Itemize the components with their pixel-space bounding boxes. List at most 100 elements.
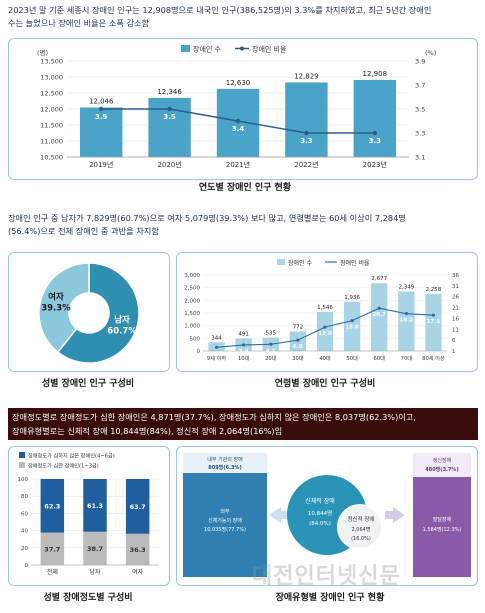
para2-line-1: 장애인 인구 중 남자가 7,829명(60.7%)으로 여자 5,079명(3…: [8, 213, 406, 223]
rate-value-label: 17.5: [427, 319, 441, 325]
rate-point: [404, 312, 408, 316]
severity-chart-svg: 장애정도가 심하지 않은 장애인(4~6급) 장애정도가 심한 장애인(1~3급)…: [18, 452, 159, 576]
bar-value-label: 2,677: [371, 276, 387, 282]
x-tick-label: 60대: [374, 354, 386, 362]
y2-tick-label: 3.1: [415, 154, 425, 162]
rate-point: [372, 130, 377, 136]
y-axis-unit: (명): [37, 48, 48, 57]
legend-severe-swatch: [19, 462, 25, 468]
x-tick-label: 40대: [319, 354, 331, 362]
mental-value: 2,064명: [352, 526, 371, 533]
mild-value-label: 62.3: [44, 502, 60, 510]
y-tick-label: 0: [25, 563, 29, 569]
y2-tick-label: 3.5: [415, 106, 425, 114]
yearly-chart-svg: 장애인 수 장애인 비율 (명) (%) 10,500 11,000 11,500 12,00…: [37, 45, 436, 170]
rate-point: [377, 306, 381, 310]
legend-severe-label: 장애정도가 심한 장애인(1~3급): [28, 462, 99, 470]
x-tick-label: 70대: [401, 354, 413, 362]
rate-point: [235, 118, 241, 124]
pie-value-label: 39.3%: [41, 303, 71, 313]
bar-value-label: 535: [266, 330, 277, 336]
bar: [371, 283, 388, 351]
age-chart-svg: 장애인 수 장애인 비율 0 500 1,000 1,500 2,000 2,500 3,000…: [184, 259, 459, 362]
y-tick-label: 11,000: [40, 138, 63, 146]
y-tick-label: 12,500: [40, 90, 63, 98]
pie-slice: [38, 262, 90, 354]
bar-value-label: 772: [293, 324, 304, 330]
legend-count-label: 장애인 수: [193, 45, 222, 54]
bar-value-label: 2,258: [426, 287, 442, 293]
bar: [148, 97, 191, 157]
rate-value-label: 3.3: [369, 137, 382, 145]
rate-point: [214, 345, 219, 349]
y-tick-label: 40: [21, 529, 28, 535]
pie-category-label: 여자: [48, 291, 64, 302]
psych-value: 480명(3.7%): [425, 466, 458, 473]
bar-value-label: 12,829: [294, 72, 319, 80]
bar-mild: [83, 479, 107, 532]
bar: [343, 301, 361, 351]
x-tick-label: 2023년: [363, 160, 387, 169]
y-tick-label: 80: [21, 494, 28, 500]
x-tick-label: 여자: [132, 568, 144, 576]
bar-mild: [40, 479, 65, 533]
physical-pct: (84.0%): [309, 521, 331, 527]
x-tick-label: 20대: [265, 354, 277, 362]
severity-type-text: 장애정도별로 장애정도가 심한 장애인은 4,871명(37.7%), 장애정도…: [8, 408, 478, 440]
legend-rate-label: 장애인 비율: [340, 259, 370, 267]
severe-value-label: 37.7: [44, 545, 60, 553]
gender-age-text: 장애인 인구 중 남자가 7,829명(60.7%)으로 여자 5,079명(3…: [8, 212, 478, 237]
legend-mild-label: 장애정도가 심하지 않은 장애인(4~6급): [28, 452, 115, 460]
bar-value-label: 344: [211, 335, 222, 341]
y-tick-label: 0: [197, 349, 201, 355]
bar-value-label: 491: [238, 332, 249, 338]
bar-value-label: 1,546: [317, 305, 333, 311]
bar: [353, 79, 397, 157]
yearly-chart-panel: 장애인 수 장애인 비율 (명) (%) 10,500 11,000 11,500 12,00…: [8, 38, 478, 180]
bar-value-label: 12,046: [89, 98, 114, 106]
intro-text: 2023년 말 기준 세종시 장애인 인구는 12,908명으로 내국인 인구(…: [8, 4, 478, 29]
y2-tick-label: 21: [452, 306, 459, 312]
type-diagram-svg: 내부 기관의 장애 809명(6.3%) 외부 신체기능의 장애 10,035명…: [183, 453, 471, 577]
y2-tick-label: 16: [452, 316, 459, 322]
x-tick-label: 50대: [346, 354, 358, 362]
rate-value-label: 3.5: [95, 113, 108, 121]
bar: [398, 291, 415, 351]
mental-circle: [337, 504, 383, 550]
y-tick-label: 2,500: [184, 286, 200, 292]
type-diagram-panel: 내부 기관의 장애 809명(6.3%) 외부 신체기능의 장애 10,035명…: [176, 446, 478, 586]
mental-pct: (16.0%): [351, 536, 371, 542]
para3-line-2: 장애유형별로는 신체적 장애 10,844명(84%), 정신적 장애 2,06…: [12, 426, 283, 436]
rate-value-label: 20.7: [372, 312, 386, 318]
gender-pie-panel: 남자 60.7% 여자 39.3%: [8, 252, 170, 372]
rate-value-label: 12.0: [318, 331, 332, 337]
y-tick-label: 2,000: [184, 298, 200, 304]
bar-value-label: 1,936: [344, 295, 360, 301]
physical-value: 10,844명: [308, 510, 332, 517]
y-tick-label: 60: [21, 511, 28, 517]
rate-value-label: 4.1: [266, 348, 276, 354]
para2-line-2: (56.4%)으로 전체 장애인 중 과반을 차지함: [8, 225, 159, 236]
rate-point: [167, 106, 172, 112]
rate-value-label: 2.7: [212, 351, 222, 357]
y-tick-label: 13,000: [40, 74, 63, 82]
severity-chart-panel: 장애정도가 심하지 않은 장애인(4~6급) 장애정도가 심한 장애인(1~3급)…: [8, 446, 170, 586]
bar-mild: [125, 479, 150, 534]
internal-value: 809명(6.3%): [208, 464, 241, 471]
bar-severe: [125, 533, 150, 565]
type-diagram-caption: 장애유형별 장애인 인구 현황: [275, 593, 385, 603]
internal-title: 내부 기관의 장애: [207, 456, 243, 463]
x-tick-label: 2020년: [157, 160, 181, 169]
x-tick-label: 30대: [292, 354, 304, 362]
intro-line-2: 수는 늘었으나 장애인 비율은 소폭 감소함: [8, 17, 150, 28]
rate-value-label: 3.4: [232, 125, 245, 133]
bar-value-label: 12,630: [226, 79, 251, 87]
y2-tick-label: 31: [452, 284, 459, 290]
pie-value-label: 60.7%: [107, 327, 137, 337]
bar-value-label: 12,908: [363, 70, 388, 78]
x-tick-label: 9세 이하: [207, 354, 226, 362]
dev-title: 발달장애: [433, 516, 452, 523]
y2-tick-label: 6: [452, 338, 456, 344]
x-tick-label: 80세 이상: [422, 354, 445, 362]
